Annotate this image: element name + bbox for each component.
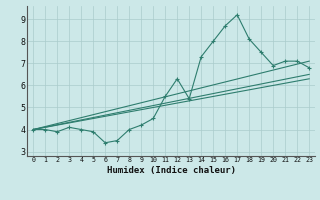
X-axis label: Humidex (Indice chaleur): Humidex (Indice chaleur) (107, 166, 236, 175)
